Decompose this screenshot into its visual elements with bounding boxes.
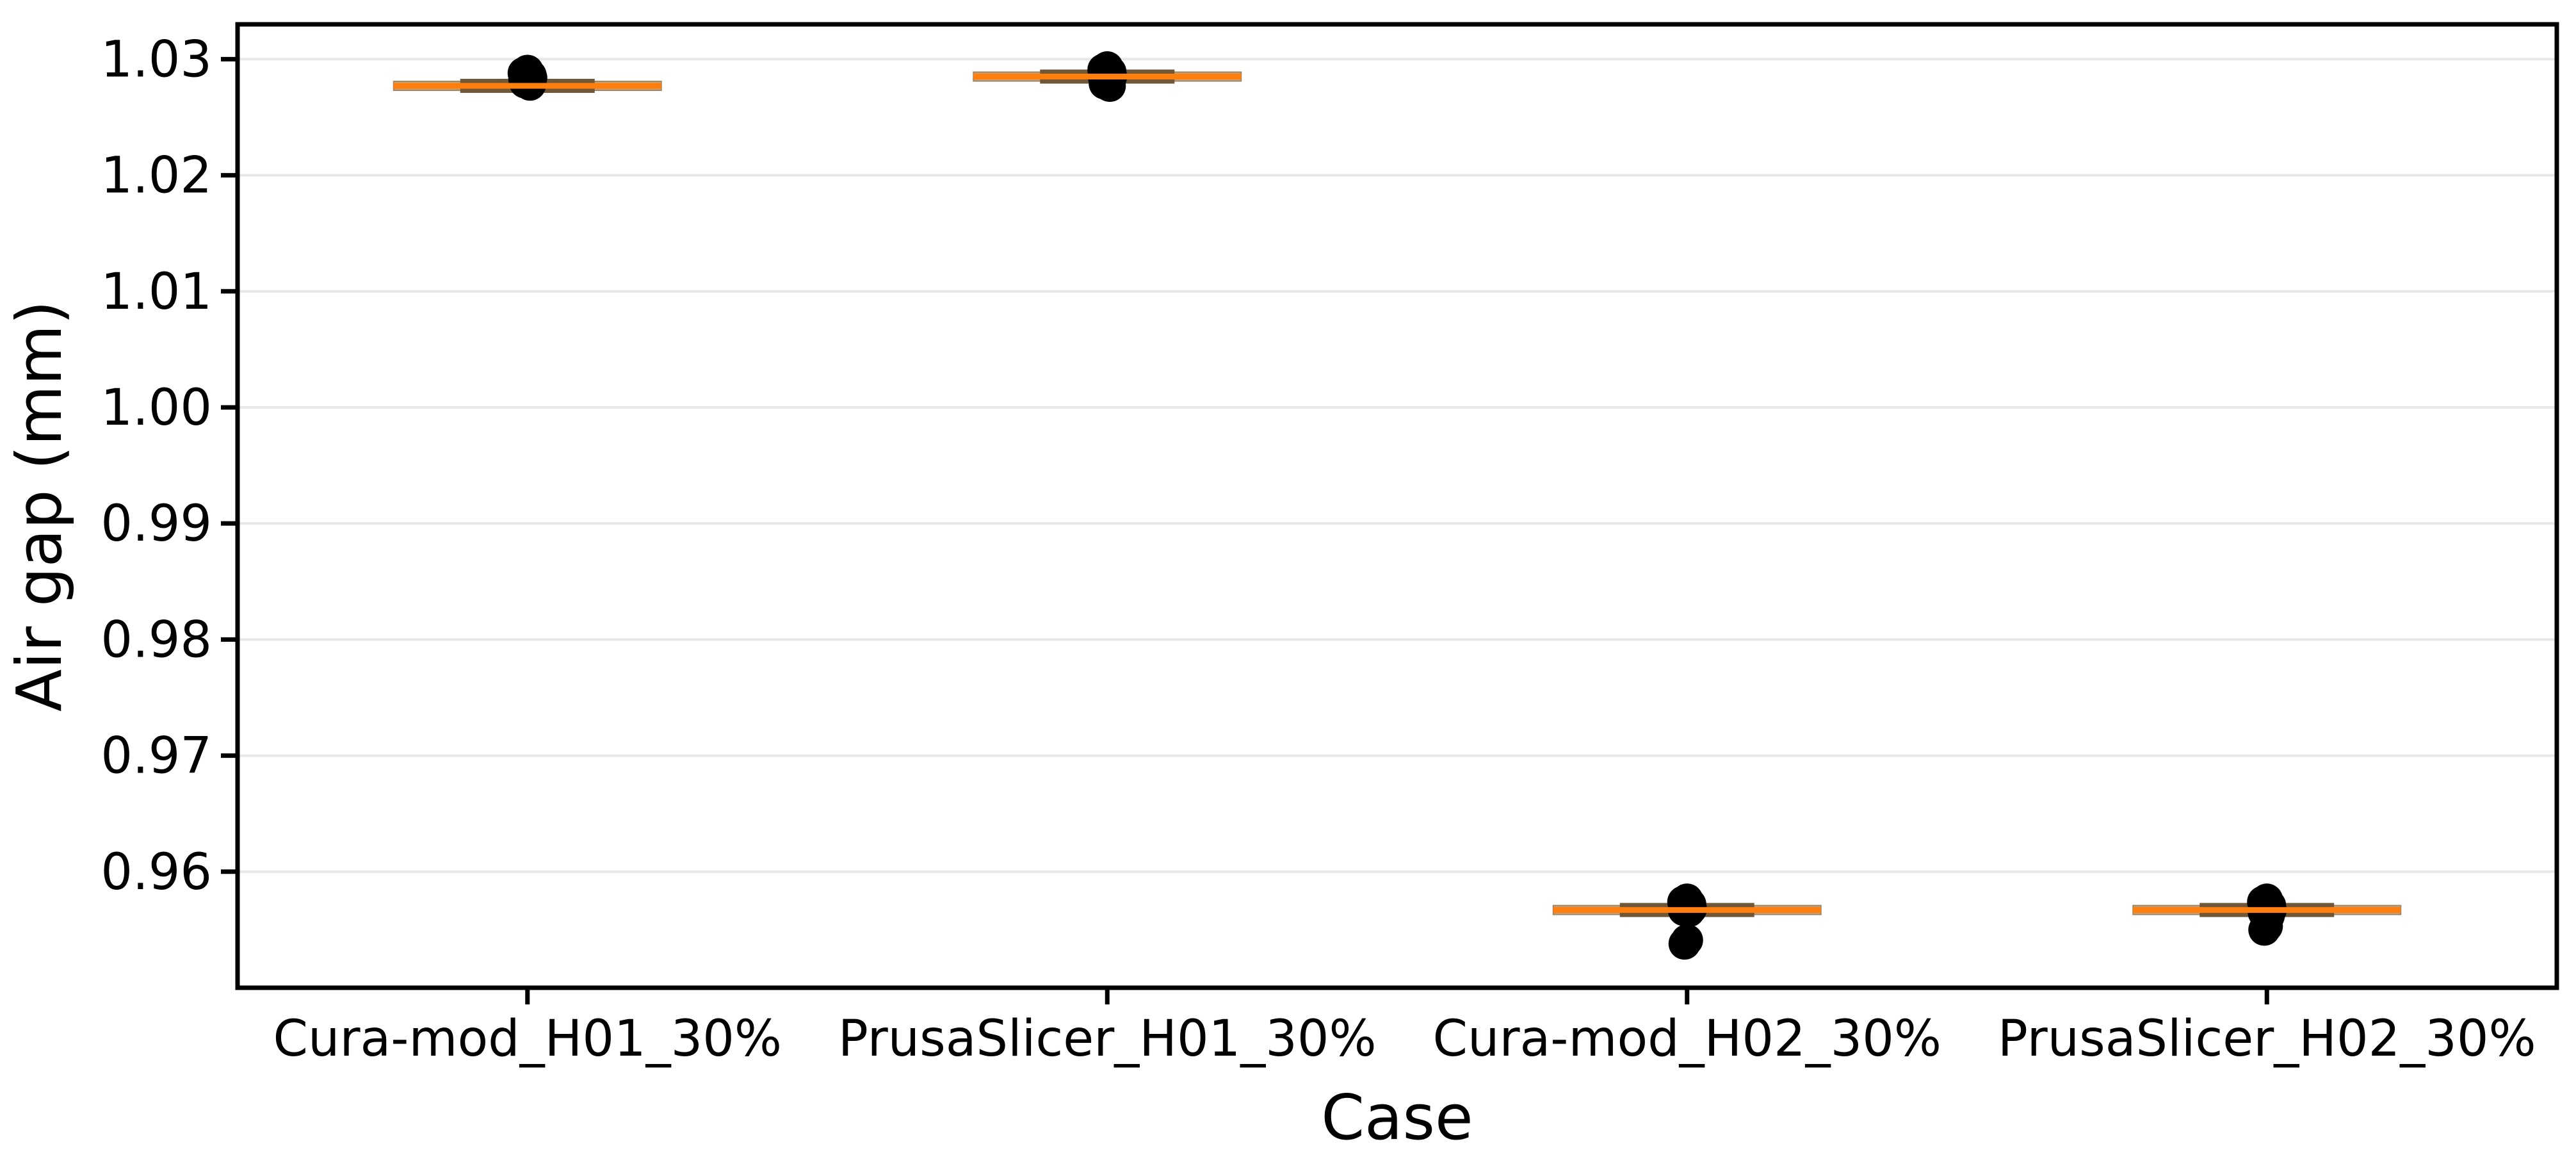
- y-tick-label: 0.98: [101, 611, 212, 669]
- y-tick-label: 1.01: [101, 263, 212, 321]
- data-point: [1668, 928, 1701, 960]
- x-tick-label: PrusaSlicer_H02_30%: [1998, 1010, 2536, 1068]
- y-axis-title: Air gap (mm): [3, 300, 76, 712]
- data-point: [2248, 913, 2281, 946]
- y-tick-label: 0.96: [101, 844, 212, 901]
- data-points: [393, 51, 2401, 960]
- x-tick-label: PrusaSlicer_H01_30%: [838, 1010, 1377, 1068]
- y-axis: 1.03 1.02 1.01 1.00 0.99 0.98 0.97 0.96: [101, 31, 238, 901]
- box-series: [393, 69, 2402, 917]
- x-tick-label: Cura-mod_H02_30%: [1433, 1010, 1941, 1068]
- x-axis-title: Case: [1321, 1081, 1473, 1154]
- y-tick-label: 1.02: [101, 147, 212, 205]
- plot-frame: [235, 22, 2559, 990]
- y-tick-label: 0.99: [101, 495, 212, 553]
- gridlines: [239, 58, 2555, 873]
- y-tick-label: 0.97: [101, 728, 212, 785]
- y-tick-label: 1.00: [101, 379, 212, 437]
- x-axis: Cura-mod_H01_30% PrusaSlicer_H01_30% Cura-…: [273, 988, 2536, 1068]
- x-tick-label: Cura-mod_H01_30%: [273, 1010, 782, 1068]
- y-tick-label: 1.03: [101, 31, 212, 88]
